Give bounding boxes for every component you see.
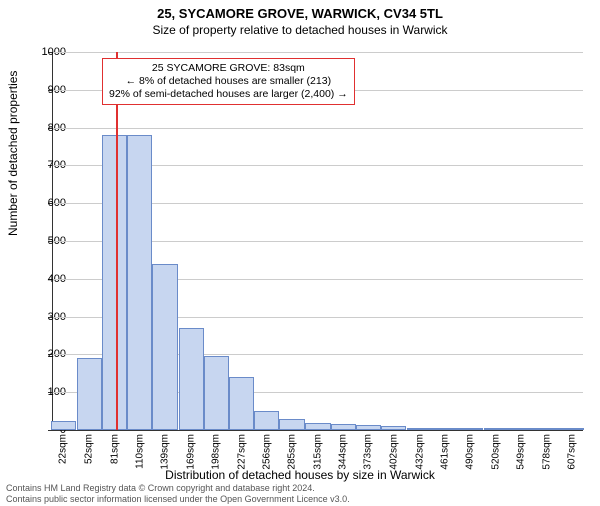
xtick-label: 402sqm [388,434,399,470]
histogram-bar [127,135,152,430]
histogram-bar [77,358,102,430]
property-marker-line [116,52,118,430]
gridline [53,52,583,53]
xtick-label: 256sqm [261,434,272,470]
xtick-label: 432sqm [414,434,425,470]
xtick-label: 169sqm [186,434,197,470]
histogram-bar [254,411,279,430]
annotation-line-2: ← 8% of detached houses are smaller (213… [109,75,348,88]
histogram-bar [356,425,381,430]
histogram-bar [229,377,254,430]
histogram-bar [457,428,482,430]
footer-line-1: Contains HM Land Registry data © Crown c… [6,483,350,493]
xtick-label: 607sqm [566,434,577,470]
footer-line-2: Contains public sector information licen… [6,494,350,504]
histogram-bar [331,424,356,430]
histogram-chart: 22sqm52sqm81sqm110sqm139sqm169sqm198sqm2… [52,52,582,430]
xtick-label: 344sqm [338,434,349,470]
histogram-bar [432,428,457,430]
histogram-bar [381,426,406,430]
histogram-bar [102,135,127,430]
xtick-label: 578sqm [541,434,552,470]
xtick-label: 373sqm [363,434,374,470]
page-subtitle: Size of property relative to detached ho… [0,23,600,37]
xtick-label: 139sqm [160,434,171,470]
histogram-bar [179,328,204,430]
xtick-label: 110sqm [134,434,145,469]
y-axis-label: Number of detached properties [6,71,20,236]
page-title: 25, SYCAMORE GROVE, WARWICK, CV34 5TL [0,6,600,21]
histogram-bar [559,428,584,430]
xtick-label: 52sqm [84,434,95,464]
histogram-bar [484,428,509,430]
annotation-box: 25 SYCAMORE GROVE: 83sqm ← 8% of detache… [102,58,355,105]
xtick-label: 461sqm [439,434,450,470]
histogram-bar [51,421,76,430]
x-axis-label: Distribution of detached houses by size … [0,468,600,482]
histogram-bar [152,264,177,430]
histogram-bar [204,356,229,430]
histogram-bar [509,428,534,430]
xtick-label: 549sqm [516,434,527,470]
gridline [53,128,583,129]
annotation-line-3: 92% of semi-detached houses are larger (… [109,88,348,101]
xtick-label: 520sqm [491,434,502,470]
xtick-label: 490sqm [465,434,476,470]
histogram-bar [407,428,432,430]
xtick-label: 315sqm [313,434,324,470]
footer-attribution: Contains HM Land Registry data © Crown c… [6,483,350,504]
plot-area: 22sqm52sqm81sqm110sqm139sqm169sqm198sqm2… [52,52,583,431]
xtick-label: 198sqm [211,434,222,470]
histogram-bar [534,428,559,430]
xtick-label: 81sqm [109,434,120,464]
xtick-label: 227sqm [236,434,247,470]
histogram-bar [279,419,304,430]
xtick-label: 22sqm [58,434,69,464]
xtick-label: 285sqm [286,434,297,470]
histogram-bar [305,423,330,430]
annotation-line-1: 25 SYCAMORE GROVE: 83sqm [109,62,348,75]
